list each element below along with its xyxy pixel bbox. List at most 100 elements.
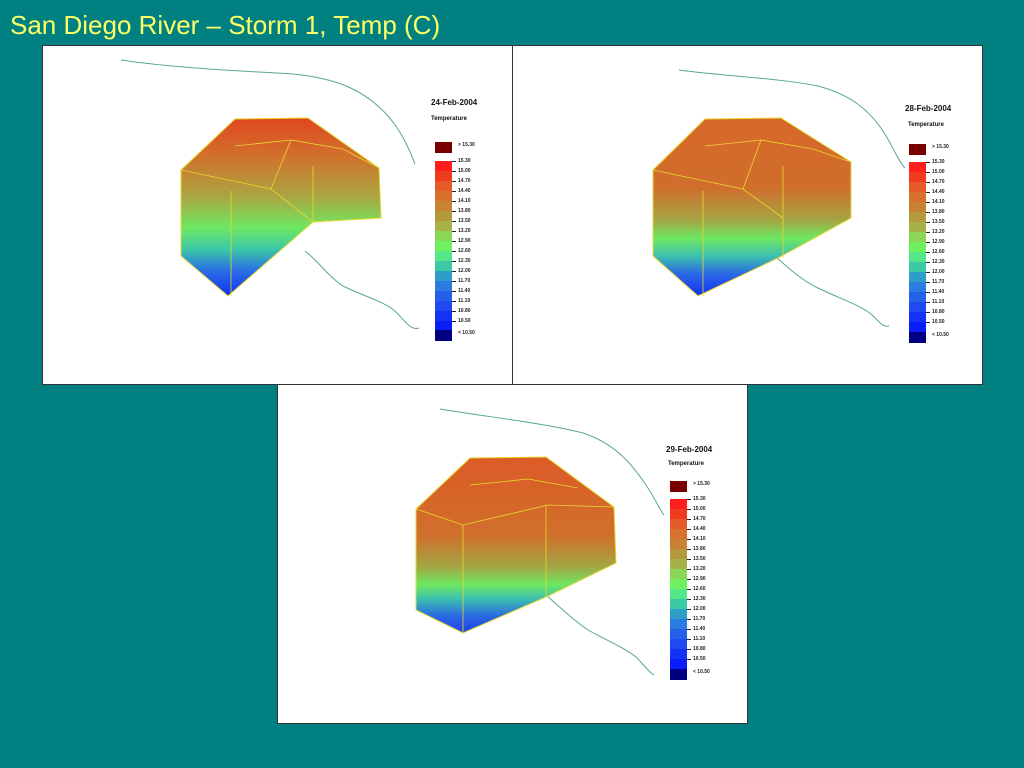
- legend-under-swatch: [670, 669, 687, 680]
- coastline: [120, 59, 416, 165]
- legend-over: > 15.30: [670, 481, 730, 493]
- temperature-map-2: [652, 69, 906, 327]
- legend-step-label: 12.00: [932, 269, 945, 275]
- legend-step-label: 15.00: [932, 169, 945, 175]
- legend-step: 11.10: [670, 636, 730, 649]
- coastline: [678, 69, 906, 169]
- legend-step-label: 15.30: [932, 159, 945, 165]
- legend-step-tick: [926, 212, 930, 213]
- legend-step-tick: [687, 499, 691, 500]
- legend-step: 15.30: [435, 158, 495, 171]
- grid-line: [270, 139, 380, 190]
- legend-step: 12.90: [670, 576, 730, 589]
- slide-title: San Diego River – Storm 1, Temp (C): [10, 10, 441, 40]
- legend-step: 10.80: [670, 646, 730, 659]
- legend-step-label: 13.80: [932, 209, 945, 215]
- legend-step-label: 10.80: [693, 646, 706, 652]
- river: [774, 255, 890, 327]
- legend-step: 14.40: [909, 189, 969, 202]
- legend-step-label: 10.50: [932, 319, 945, 325]
- legend-step-swatch: [909, 232, 926, 242]
- legend-step: 14.40: [435, 188, 495, 201]
- legend-step: 14.70: [670, 516, 730, 529]
- legend-parameter-label: Temperature: [908, 122, 944, 128]
- legend-step-tick: [926, 262, 930, 263]
- legend-step-swatch: [435, 251, 452, 261]
- legend-step-swatch: [670, 649, 687, 659]
- grid-lines: [180, 139, 380, 296]
- legend-step: 11.70: [909, 279, 969, 292]
- legend-step-tick: [452, 201, 456, 202]
- legend-step-label: 12.60: [693, 586, 706, 592]
- legend-step-tick: [452, 231, 456, 232]
- legend-step-swatch: [670, 519, 687, 529]
- legend-step: 13.20: [909, 229, 969, 242]
- legend-step-tick: [687, 589, 691, 590]
- grid-line: [704, 139, 762, 147]
- legend-step-tick: [452, 321, 456, 322]
- legend-step-label: 13.80: [693, 546, 706, 552]
- legend-parameter-label: Temperature: [431, 116, 467, 122]
- legend-step-tick: [687, 519, 691, 520]
- legend-step-label: 12.60: [458, 248, 471, 254]
- grid-line: [469, 478, 579, 489]
- legend-step-swatch: [670, 629, 687, 639]
- legend-step-tick: [452, 271, 456, 272]
- legend-step-tick: [452, 241, 456, 242]
- legend-step-swatch: [909, 262, 926, 272]
- temperature-map-1: [120, 59, 420, 330]
- legend-over: > 15.30: [435, 142, 495, 154]
- temperature-map-3: [415, 408, 665, 676]
- legend-step-label: 11.10: [693, 636, 706, 642]
- legend-step-label: 11.40: [458, 288, 471, 294]
- legend-step-label: 11.40: [932, 289, 945, 295]
- legend-step-tick: [452, 281, 456, 282]
- legend-step-tick: [452, 171, 456, 172]
- legend-step-swatch: [435, 281, 452, 291]
- legend-step-tick: [926, 232, 930, 233]
- legend-step-swatch: [670, 549, 687, 559]
- color-legend: 15.30 15.00 14.70 14.40 14.10 13.80 13.50 13.20…: [670, 496, 730, 669]
- legend-step-swatch: [909, 302, 926, 312]
- legend-step-swatch: [909, 162, 926, 172]
- legend-step-tick: [452, 261, 456, 262]
- legend-step-label: 15.30: [458, 158, 471, 164]
- legend-step-tick: [926, 272, 930, 273]
- legend-step-swatch: [909, 292, 926, 302]
- legend-over-swatch: [909, 144, 926, 155]
- legend-step-tick: [926, 302, 930, 303]
- legend-step-swatch: [435, 181, 452, 191]
- legend-step-label: 11.10: [932, 299, 945, 305]
- legend-step: 11.10: [435, 298, 495, 311]
- legend-step: 13.50: [909, 219, 969, 232]
- legend-step: 15.00: [435, 168, 495, 181]
- legend-step-swatch: [435, 231, 452, 241]
- legend-step: 12.30: [435, 258, 495, 271]
- legend-step-label: 14.40: [693, 526, 706, 532]
- legend-step-swatch: [435, 321, 452, 331]
- legend-under-label: < 10.50: [693, 669, 710, 675]
- legend-step-tick: [926, 282, 930, 283]
- legend-step: 10.50: [670, 656, 730, 669]
- legend-step-tick: [926, 182, 930, 183]
- legend-step-swatch: [670, 509, 687, 519]
- legend-step-label: 13.50: [458, 218, 471, 224]
- legend-step-label: 15.00: [458, 168, 471, 174]
- legend-step-tick: [687, 629, 691, 630]
- legend-step-swatch: [670, 659, 687, 669]
- legend-step-swatch: [435, 191, 452, 201]
- legend-step-label: 13.20: [932, 229, 945, 235]
- legend-step: 12.00: [435, 268, 495, 281]
- legend-step-tick: [452, 291, 456, 292]
- legend-step-label: 10.80: [932, 309, 945, 315]
- legend-step-swatch: [435, 161, 452, 171]
- legend-over: > 15.30: [909, 144, 969, 156]
- legend-step-label: 12.30: [693, 596, 706, 602]
- legend-step-tick: [926, 322, 930, 323]
- legend-step-swatch: [670, 589, 687, 599]
- legend-step: 11.40: [909, 289, 969, 302]
- legend-step-label: 14.70: [932, 179, 945, 185]
- legend-step-swatch: [435, 301, 452, 311]
- legend-step-label: 12.30: [458, 258, 471, 264]
- legend-step-label: 12.00: [693, 606, 706, 612]
